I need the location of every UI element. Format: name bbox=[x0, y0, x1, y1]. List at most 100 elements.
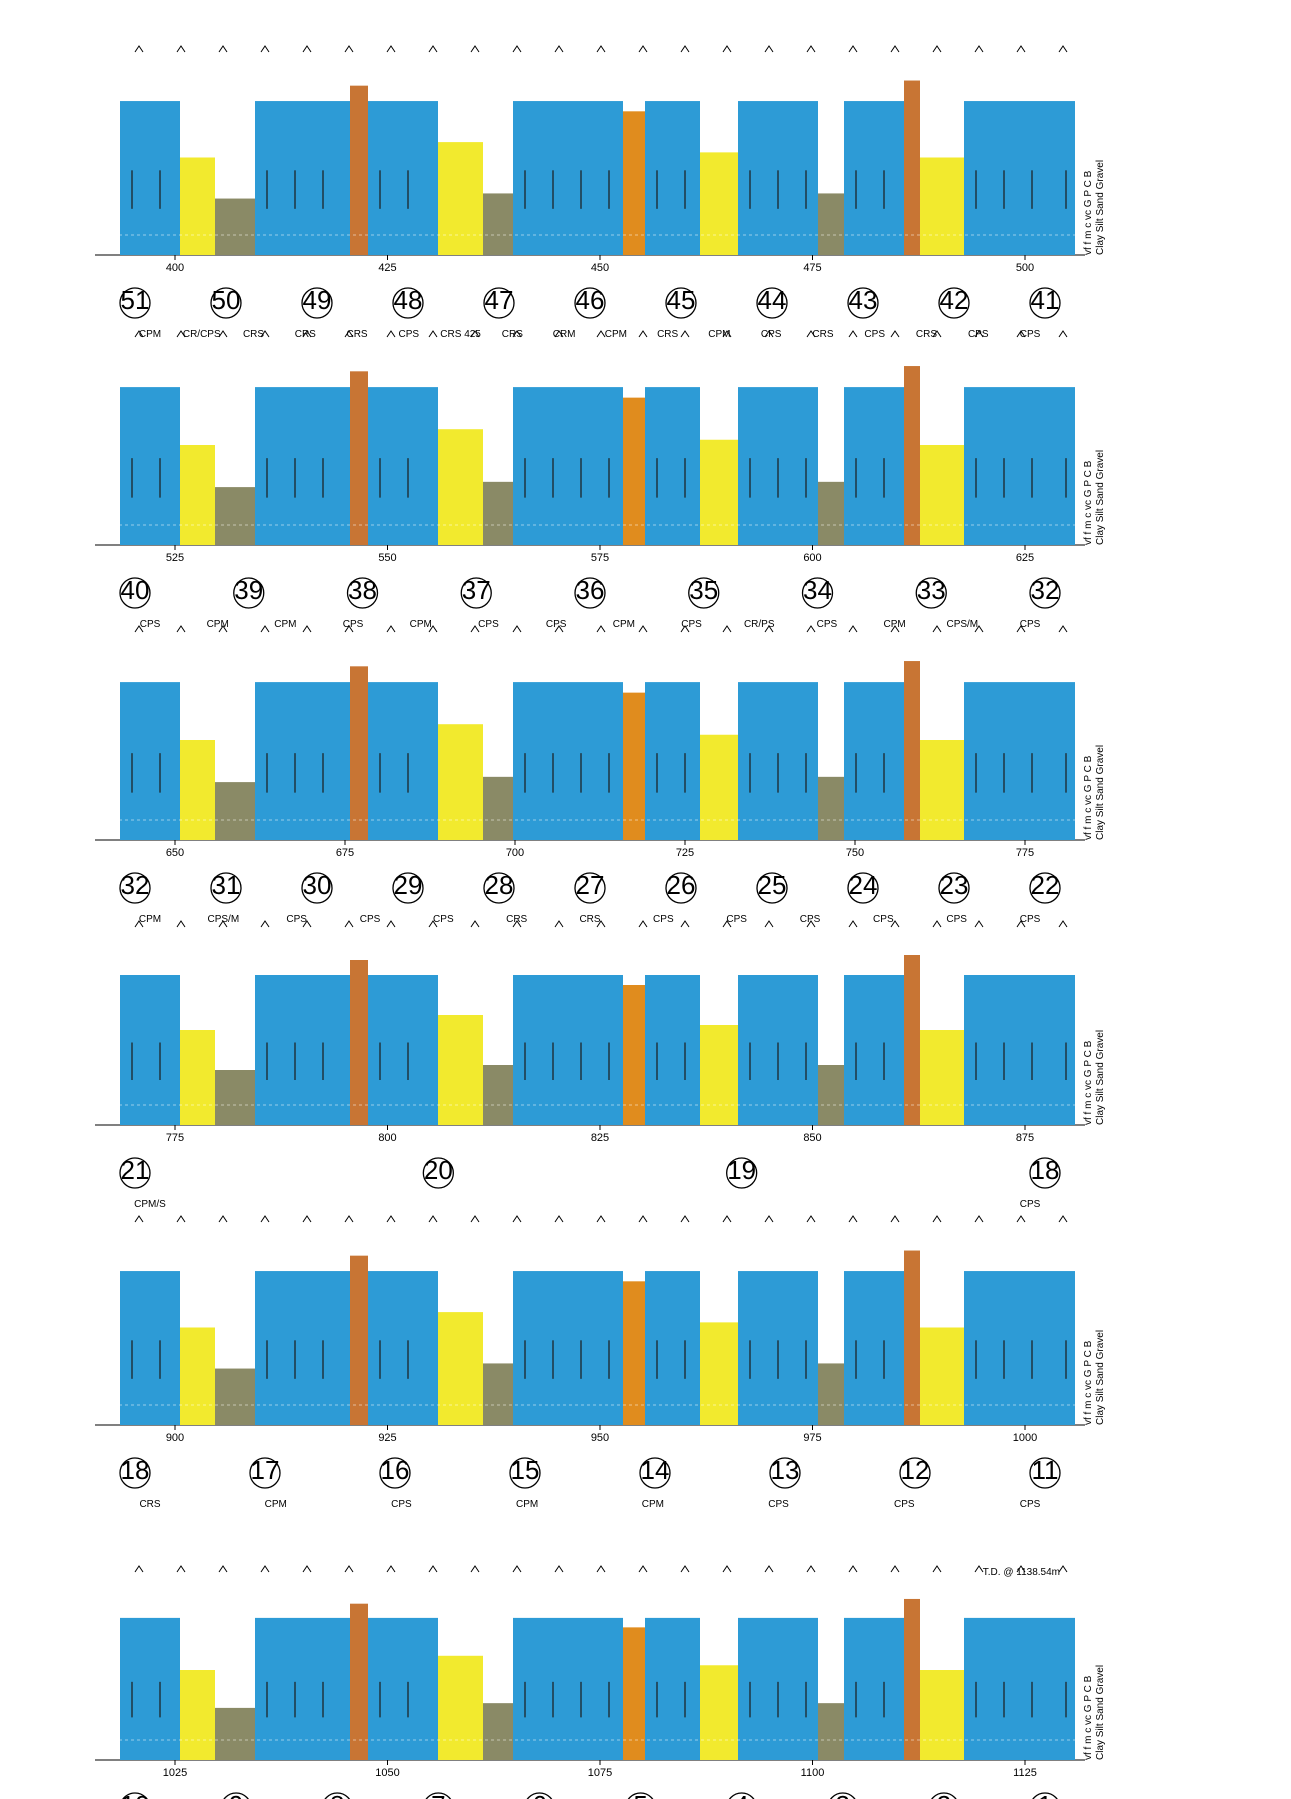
bed bbox=[844, 101, 904, 255]
bed bbox=[904, 1598, 920, 1760]
unit-number: 15 bbox=[511, 1455, 540, 1485]
bed bbox=[513, 101, 623, 255]
bed bbox=[215, 1070, 255, 1125]
facies-code: CPM bbox=[139, 914, 161, 925]
bed bbox=[483, 1065, 513, 1125]
depth-tick: 625 bbox=[1016, 552, 1034, 564]
depth-tick: 675 bbox=[336, 847, 354, 859]
facies-code: CRS bbox=[916, 329, 937, 340]
unit-number: 2 bbox=[937, 1790, 951, 1799]
unit-circle bbox=[1029, 287, 1061, 319]
facies-code: CPS bbox=[768, 1499, 789, 1510]
unit-number: 46 bbox=[576, 285, 605, 315]
unit-circle bbox=[801, 577, 834, 609]
bed bbox=[818, 193, 844, 255]
depth-tick: 850 bbox=[803, 1132, 821, 1144]
facies-code: CPS bbox=[478, 619, 499, 630]
facies-code: CPS bbox=[946, 914, 967, 925]
unit-circle bbox=[119, 1157, 151, 1189]
unit-circle bbox=[756, 872, 788, 904]
bed bbox=[904, 661, 920, 840]
bed bbox=[920, 1030, 964, 1125]
bed bbox=[700, 1322, 738, 1425]
bed bbox=[120, 682, 180, 840]
facies-code: CPS bbox=[1020, 619, 1041, 630]
bed bbox=[180, 1670, 215, 1760]
bed bbox=[438, 429, 483, 545]
bed bbox=[513, 1271, 623, 1425]
facies-code: CPS bbox=[726, 914, 747, 925]
facies-code: CPS bbox=[968, 329, 989, 340]
bed bbox=[180, 740, 215, 840]
bed bbox=[964, 387, 1054, 545]
unit-number: 16 bbox=[381, 1455, 410, 1485]
bed bbox=[180, 157, 215, 255]
clay-silt-sand-gravel-header: Clay Silt Sand Gravel bbox=[1095, 160, 1106, 255]
bed bbox=[120, 1271, 180, 1425]
bed bbox=[368, 101, 438, 255]
depth-tick: 750 bbox=[846, 847, 864, 859]
depth-tick: 475 bbox=[803, 262, 821, 274]
unit-number: 47 bbox=[485, 285, 514, 315]
facies-code: CRS bbox=[579, 914, 600, 925]
unit-number: 35 bbox=[689, 575, 718, 605]
facies-code: CRS bbox=[657, 329, 678, 340]
unit-number: 13 bbox=[771, 1455, 800, 1485]
facies-code: CPM bbox=[207, 619, 229, 630]
bed bbox=[255, 387, 350, 545]
unit-circle bbox=[847, 872, 879, 904]
bed bbox=[920, 740, 964, 840]
depth-tick: 775 bbox=[1016, 847, 1034, 859]
grain-scale-header: vf f m c vc G P C B bbox=[1083, 755, 1094, 840]
facies-code: CPS bbox=[1020, 329, 1041, 340]
unit-circle bbox=[483, 872, 515, 904]
bed bbox=[215, 1707, 255, 1760]
bed bbox=[215, 782, 255, 840]
facies-code: CRS bbox=[346, 329, 367, 340]
log-strip-2: 525 550 575 600 625 40 39 38 37 36 35 34 33 32 CPS CPM C… bbox=[95, 330, 1106, 630]
bed bbox=[120, 387, 180, 545]
grain-scale-header: vf f m c vc G P C B bbox=[1083, 1675, 1094, 1760]
facies-code: CRS 425 bbox=[440, 329, 481, 340]
unit-number: 38 bbox=[348, 575, 377, 605]
unit-circle bbox=[847, 287, 879, 319]
bed bbox=[120, 1617, 180, 1760]
bed bbox=[350, 1255, 368, 1425]
bed bbox=[623, 1627, 645, 1760]
unit-circle bbox=[425, 1792, 452, 1799]
bed bbox=[215, 198, 255, 255]
log-strip-3: 650 675 700 725 750 775 32 31 30 29 28 27 26 25 24 23 22… bbox=[95, 625, 1106, 925]
bed bbox=[645, 682, 700, 840]
unit-number: 10 bbox=[121, 1790, 150, 1799]
unit-number: 4 bbox=[734, 1790, 748, 1799]
bed bbox=[255, 1271, 350, 1425]
facies-code: CRS bbox=[502, 329, 523, 340]
facies-code: CR/PS bbox=[744, 619, 775, 630]
facies-code: CPS bbox=[286, 914, 307, 925]
unit-number: 3 bbox=[836, 1790, 850, 1799]
facies-code: CPS bbox=[864, 329, 885, 340]
bed bbox=[844, 1617, 904, 1760]
facies-code: CRS bbox=[506, 914, 527, 925]
depth-tick: 525 bbox=[166, 552, 184, 564]
bed bbox=[904, 366, 920, 545]
unit-circle bbox=[574, 872, 606, 904]
bed bbox=[438, 1655, 483, 1760]
unit-number: 18 bbox=[121, 1455, 150, 1485]
unit-circle bbox=[422, 1157, 454, 1189]
facies-code: CPS bbox=[546, 619, 567, 630]
bed bbox=[350, 85, 368, 255]
unit-circle bbox=[938, 872, 970, 904]
bed bbox=[483, 1703, 513, 1760]
depth-tick: 875 bbox=[1016, 1132, 1034, 1144]
unit-number: 17 bbox=[251, 1455, 280, 1485]
bed bbox=[255, 975, 350, 1125]
facies-code: CPM bbox=[139, 329, 161, 340]
clay-silt-sand-gravel-header: Clay Silt Sand Gravel bbox=[1095, 1330, 1106, 1425]
grain-scale-header: vf f m c vc G P C B bbox=[1083, 1340, 1094, 1425]
bed bbox=[964, 975, 1054, 1125]
bed bbox=[350, 666, 368, 840]
facies-code: CPS bbox=[653, 914, 674, 925]
